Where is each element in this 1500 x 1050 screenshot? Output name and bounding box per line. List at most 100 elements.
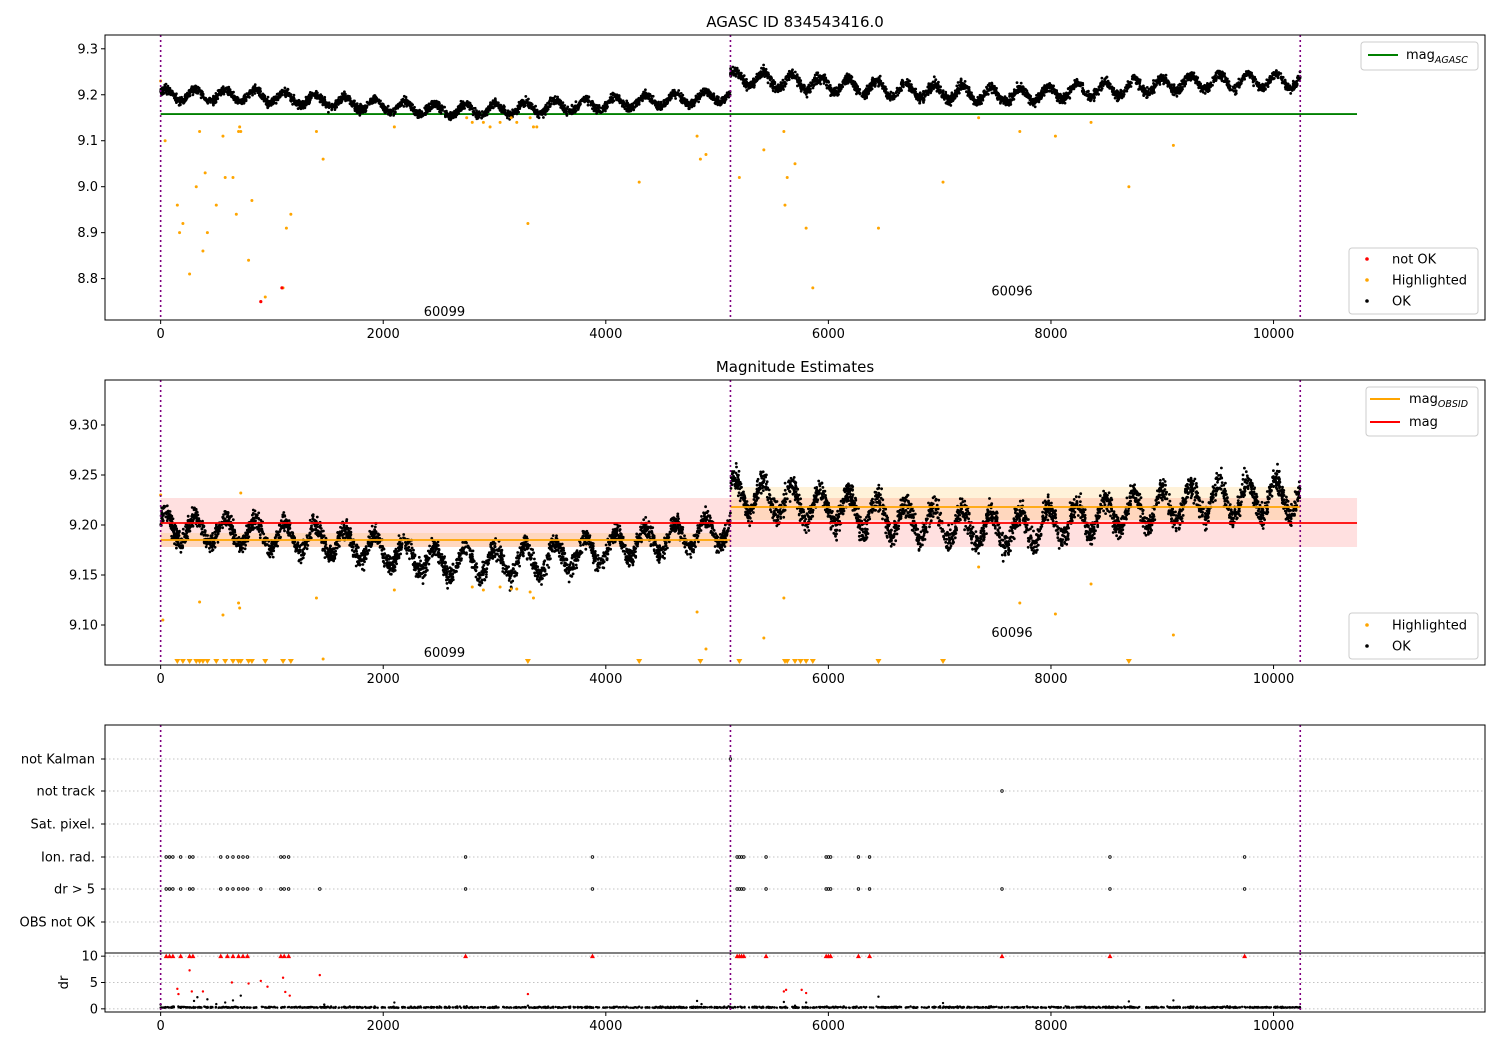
flag-point [259,887,263,891]
flag-point [167,855,172,859]
agasc-obsid-label: 60096 [991,285,1032,300]
highlighted-point [526,221,530,225]
highlighted-point [704,153,708,157]
dr-capped-marker [170,953,176,959]
agasc-y-tick-label: 9.1 [77,134,98,149]
ok-points [729,462,1302,563]
legend-point-swatch [1365,278,1369,282]
flag-point [590,887,595,891]
estimates-x-tick-label: 4000 [589,672,622,687]
flag-point [245,855,250,859]
flag-point [231,887,235,891]
highlighted-point [284,226,288,230]
estimates-frame [104,379,1486,666]
dr-not-ok-point [782,990,786,993]
highlighted-point [695,134,699,138]
agasc-x-tick-label: 4000 [589,327,622,342]
highlighted-point [231,176,235,179]
highlighted-point [1018,601,1022,605]
agasc-line-legend-entries: magAGASC [1368,48,1468,66]
agasc-plot-area [159,63,1358,304]
highlighted-point [762,636,766,640]
highlighted-point [695,610,699,614]
flag-point [764,855,768,859]
flag-point [167,887,172,891]
dr-ok-point [223,1001,227,1004]
flag-point [241,855,245,859]
flag-point [1000,887,1004,891]
agasc-x-tick-label: 10000 [1253,327,1294,342]
highlighted-point [498,585,502,589]
flag-point [191,855,195,859]
dr-capped-marker [244,953,250,959]
legend-point-swatch [1365,644,1369,648]
flag-point [1242,887,1247,891]
highlighted-point [188,272,192,276]
dr-not-ok-point [247,982,250,985]
highlighted-point [237,130,241,134]
highlighted-point [239,130,243,134]
agasc-x-tick-label: 8000 [1034,327,1067,342]
highlighted-point [234,212,238,216]
dr-capped-marker [167,953,173,959]
agasc-obsid-label: 60099 [424,305,465,320]
flag-category-label: Ion. rad. [41,851,95,866]
agasc-y-tick-label: 9.2 [77,88,98,103]
highlighted-point [783,203,787,207]
highlighted-point [250,198,254,202]
highlighted-point [392,588,396,592]
highlighted-point [198,130,202,134]
highlighted-point [247,258,251,262]
estimates-x-axis: 0 2000 4000 6000 8000 10000 [157,665,1294,687]
dr-plot-area [105,953,1485,1010]
highlighted-point [1171,143,1175,147]
not-ok-point [259,300,263,304]
dr-ok-point [196,996,199,999]
flag-point [742,887,746,891]
agasc-frame [104,34,1486,321]
legend-line-label: magOBSID [1409,392,1468,410]
dr-capped-marker [763,953,769,959]
dr-not-ok-point [176,987,179,991]
estimates-y-tick-label: 9.30 [69,419,98,434]
agasc-y-axis: 8.8 8.9 9.0 9.1 9.2 9.3 [77,42,105,287]
below-range-marker [875,659,882,664]
dr-not-ok-point [288,994,291,997]
dr-ok-point [393,1001,396,1004]
dr-not-ok-point [318,973,321,977]
dr-ok-point [941,1001,945,1005]
dr-not-ok-point [190,990,194,993]
estimates-plot-area [159,462,1358,664]
dr-ok-point [637,1005,641,1008]
flag-point [245,887,250,891]
dr-ok-point [1127,1000,1131,1003]
estimates-point-legend [1348,612,1479,660]
flag-point [1000,789,1004,793]
flag-point [286,855,291,859]
estimates-x-tick-label: 0 [157,672,165,687]
highlighted-point [637,180,641,184]
highlighted-point [704,647,708,651]
estimates-line-legend-entries: magOBSID mag [1370,392,1468,430]
dr-capped-marker [240,953,246,959]
dr-ok-point [239,994,242,997]
highlighted-point [470,120,474,124]
highlighted-point [221,613,225,617]
flag-category-label: OBS not OK [20,916,96,931]
highlighted-point [737,176,741,179]
dr-capped-marker [224,953,230,959]
dr-capped-marker [999,953,1005,959]
agasc-point-legend [1348,247,1479,315]
highlighted-point [314,596,318,600]
estimates-title: Magnitude Estimates [716,358,874,376]
agasc-x-tick-label: 6000 [812,327,845,342]
legend-point-label: not OK [1392,253,1437,268]
flag-point [590,855,595,859]
highlighted-point [198,600,202,604]
highlighted-point [811,286,815,290]
dr-ok-point [877,995,880,998]
estimates-x-tick-label: 2000 [367,672,400,687]
dr-not-ok-point [804,991,808,995]
flag-point [225,887,230,891]
highlighted-point [1089,120,1093,124]
